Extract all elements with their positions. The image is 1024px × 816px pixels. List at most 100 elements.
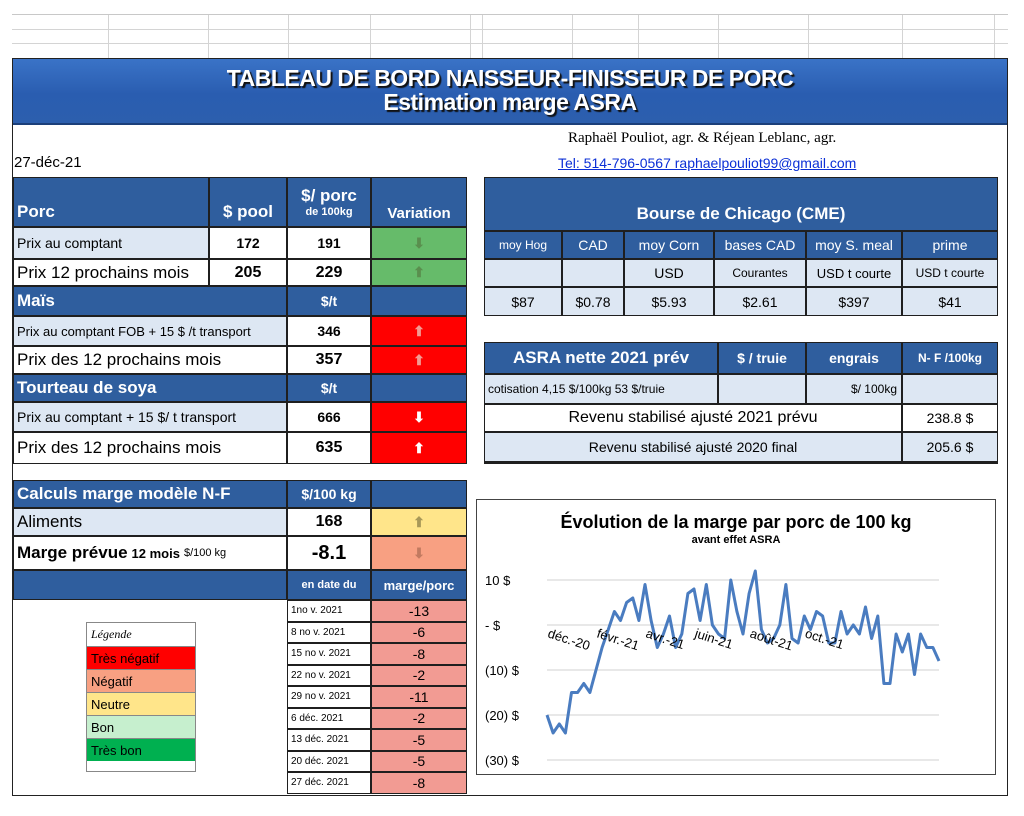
soya-row-12mois-value: 635 <box>287 432 371 464</box>
soya-row-comptant-value: 666 <box>287 402 371 432</box>
history-marge: -13 <box>371 600 467 622</box>
mais-header: Maïs <box>13 286 287 316</box>
legend-title: Légende <box>87 623 195 646</box>
porc-col-perporc-label: $/ porc <box>301 186 357 205</box>
mais-variation-blank <box>371 286 467 316</box>
history-date: 15 no v. 2021 <box>287 643 371 665</box>
asra-col-truie: $ / truie <box>718 342 806 374</box>
cme-value-cad: $0.78 <box>562 287 624 316</box>
contact-link[interactable]: Tel: 514-796-0567 raphaelpouliot99@gmail… <box>558 155 857 171</box>
y-tick-label: - $ <box>485 618 501 633</box>
cme-col-corn: moy Corn <box>624 231 714 259</box>
history-date: 6 déc. 2021 <box>287 707 371 729</box>
legend-item-neutre: Neutre <box>87 692 195 715</box>
y-tick-label: (20) $ <box>485 708 520 723</box>
history-date: 1no v. 2021 <box>287 600 371 622</box>
mais-row-comptant-label: Prix au comptant FOB + 15 $ /t transport <box>13 316 287 346</box>
porc-col-pool: $ pool <box>209 177 287 227</box>
calculs-title: Calculs marge modèle N-F <box>13 480 287 508</box>
revenu-2020-value: 205.6 $ <box>902 432 998 464</box>
legend-item-tres-negatif: Très négatif <box>87 646 195 669</box>
aliments-value: 168 <box>287 508 371 536</box>
revenu-2021-value: 238.8 $ <box>902 404 998 432</box>
mais-unit: $/t <box>287 286 371 316</box>
history-marge: -11 <box>371 686 467 708</box>
up-arrow-icon: ⬆ <box>371 432 467 464</box>
history-marge: -2 <box>371 707 467 729</box>
asra-nf-value <box>902 374 998 404</box>
cme-unit-cad <box>562 259 624 287</box>
margin-line-chart: 10 $- $(10) $(20) $(30) $déc.-20 févr.-21… <box>485 569 941 768</box>
cme-value-hog: $87 <box>484 287 562 316</box>
legend-item-bon: Bon <box>87 715 195 738</box>
porc-col-perporc: $/ porc de 100kg <box>287 177 371 227</box>
history-date: 20 déc. 2021 <box>287 750 371 772</box>
up-arrow-icon: ⬆ <box>371 346 467 374</box>
y-tick-label: (10) $ <box>485 663 520 678</box>
spreadsheet-grid <box>12 14 1008 58</box>
history-col-date: en date du <box>287 570 371 600</box>
x-tick-label: déc.-20 <box>546 626 592 654</box>
history-marge: -5 <box>371 750 467 772</box>
history-marge: -8 <box>371 772 467 794</box>
down-arrow-icon: ⬇ <box>371 227 467 259</box>
asra-title: ASRA nette 2021 prév <box>484 342 718 374</box>
title-line2: Estimation marge ASRA <box>383 89 637 115</box>
history-date: 8 no v. 2021 <box>287 621 371 643</box>
porc-col-perporc-sub: de 100kg <box>305 206 353 218</box>
soya-header: Tourteau de soya <box>13 374 287 402</box>
porc-row-12mois-pool: 205 <box>209 259 287 286</box>
porc-header: Porc <box>13 177 209 227</box>
history-col-marge: marge/porc <box>371 570 467 600</box>
history-header-blank <box>13 570 287 600</box>
history-date: 29 no v. 2021 <box>287 686 371 708</box>
asra-col-nf: N- F /100kg <box>902 342 998 374</box>
history-date: 22 no v. 2021 <box>287 664 371 686</box>
history-marge: -8 <box>371 643 467 665</box>
mais-row-12mois-value: 357 <box>287 346 371 374</box>
cme-col-cad: CAD <box>562 231 624 259</box>
x-tick-label: août-21 <box>748 626 795 654</box>
marge-value: -8.1 <box>287 536 371 570</box>
porc-row-12mois-porc: 229 <box>287 259 371 286</box>
up-arrow-icon: ⬆ <box>371 316 467 346</box>
title-line1: TABLEAU DE BORD NAISSEUR-FINISSEUR DE PO… <box>226 65 794 91</box>
marge-label: Marge prévue <box>17 543 128 562</box>
cme-unit-smeal: USD t courte <box>806 259 902 287</box>
chart-subtitle: avant effet ASRA <box>691 534 781 546</box>
marge-unit: $/100 kg <box>183 547 227 559</box>
cme-unit-hog <box>484 259 562 287</box>
history-marge: -2 <box>371 664 467 686</box>
soya-row-comptant-label: Prix au comptant + 15 $/ t transport <box>13 402 287 432</box>
cme-value-smeal: $397 <box>806 287 902 316</box>
porc-row-comptant-porc: 191 <box>287 227 371 259</box>
aliments-label: Aliments <box>13 508 287 536</box>
cme-unit-corn: USD <box>624 259 714 287</box>
calculs-blank <box>371 480 467 508</box>
cme-col-smeal: moy S. meal <box>806 231 902 259</box>
up-arrow-icon: ⬆ <box>371 508 467 536</box>
cme-value-prime: $41 <box>902 287 998 316</box>
up-arrow-icon: ⬆ <box>371 259 467 286</box>
cme-unit-prime: USD t courte <box>902 259 998 287</box>
cme-col-hog: moy Hog <box>484 231 562 259</box>
soya-row-12mois-label: Prix des 12 prochains mois <box>13 432 287 464</box>
history-date: 27 déc. 2021 <box>287 772 371 794</box>
x-tick-label: juin-21 <box>692 625 735 652</box>
porc-row-12mois-label: Prix 12 prochains mois <box>13 259 209 286</box>
revenu-2020-label: Revenu stabilisé ajusté 2020 final <box>484 432 902 464</box>
soya-variation-blank <box>371 374 467 402</box>
legend-item-tres-bon: Très bon <box>87 738 195 761</box>
title-banner: TABLEAU DE BORD NAISSEUR-FINISSEUR DE PO… <box>13 59 1007 125</box>
cme-col-prime: prime <box>902 231 998 259</box>
history-marge: -6 <box>371 621 467 643</box>
cme-value-corn: $5.93 <box>624 287 714 316</box>
marge-sub: 12 mois <box>131 545 180 561</box>
calculs-unit: $/100 kg <box>287 480 371 508</box>
down-arrow-icon: ⬇ <box>371 536 467 570</box>
asra-cotisation: cotisation 4,15 $/100kg 53 $/truie <box>484 374 718 404</box>
dashboard-frame <box>12 58 1008 796</box>
soya-unit: $/t <box>287 374 371 402</box>
porc-col-variation: Variation <box>371 177 467 227</box>
y-tick-label: 10 $ <box>485 573 511 588</box>
